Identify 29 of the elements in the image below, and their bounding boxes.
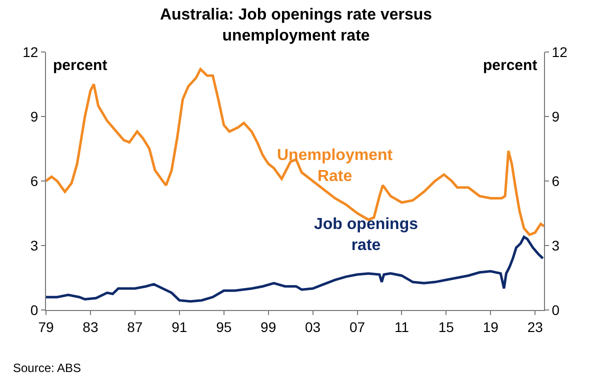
x-tick-label: 11 — [394, 318, 410, 335]
y-tick-label: 6 — [30, 172, 38, 189]
x-tick-label: 19 — [482, 318, 499, 335]
source-note: Source: ABS — [13, 361, 82, 375]
y2-tick-label: 3 — [552, 237, 560, 254]
y-axis-title: percent — [53, 57, 108, 74]
x-tick-label: 87 — [127, 318, 143, 335]
x-tick-label: 03 — [305, 318, 321, 335]
x-tick-label: 23 — [527, 318, 544, 335]
x-tick-label: 79 — [38, 318, 54, 335]
x-tick-label: 07 — [349, 318, 366, 335]
y2-tick-label: 12 — [552, 44, 568, 60]
y-tick-label: 0 — [30, 302, 38, 318]
x-tick-label: 83 — [82, 318, 98, 335]
x-tick-label: 15 — [438, 318, 454, 335]
y2-axis-title: percent — [483, 57, 538, 74]
x-tick-label: 95 — [216, 318, 232, 335]
chart-title: Australia: Job openings rate versus unemployment rate — [160, 6, 432, 44]
series-label: Job openings rate — [314, 216, 418, 254]
line-series — [46, 236, 544, 303]
y-tick-label: 3 — [30, 237, 38, 254]
y-tick-label: 9 — [30, 108, 38, 124]
y2-tick-label: 0 — [552, 302, 560, 318]
series-label: Unemployment Rate — [277, 147, 394, 185]
y-tick-label: 12 — [22, 44, 38, 60]
x-tick-label: 91 — [172, 318, 188, 335]
y2-tick-label: 9 — [552, 108, 560, 124]
y2-tick-label: 6 — [552, 172, 560, 189]
x-tick-label: 99 — [260, 318, 276, 335]
